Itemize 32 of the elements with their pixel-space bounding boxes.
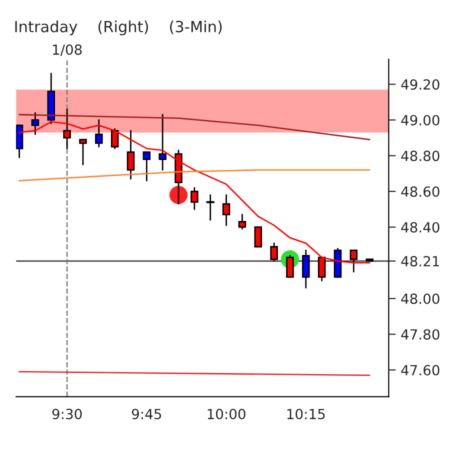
candlestick: [95, 119, 103, 148]
y-tick-label: 47.80: [401, 329, 440, 340]
candlestick: [110, 128, 119, 150]
candlestick: [79, 138, 87, 166]
x-tick-label: 10:00: [208, 408, 246, 420]
candlestick: [254, 226, 262, 248]
line-series: [18, 169, 370, 182]
candlestick: [286, 254, 294, 278]
y-tick-label: 48.80: [401, 150, 440, 162]
x-tick-label: 10:15: [287, 408, 325, 420]
x-tick-label: 9:30: [52, 408, 82, 420]
y-tick-label: 47.60: [401, 364, 440, 376]
candlestick: [270, 242, 278, 262]
candlestick: [238, 214, 246, 230]
candlestick: [158, 114, 166, 171]
y-tick-label: 49.00: [401, 114, 440, 126]
candlestick: [222, 194, 230, 226]
y-tick-label: 48.60: [401, 186, 440, 197]
y-tick-label: 48.00: [401, 293, 440, 304]
y-tick-label: 48.21: [401, 256, 439, 267]
x-tick-label: 9:45: [132, 408, 162, 420]
candlestick: [31, 112, 40, 135]
y-tick-label: 48.40: [401, 222, 440, 233]
candlestick: [206, 194, 215, 221]
candlestick: [142, 151, 151, 182]
candlestick: [302, 250, 310, 289]
text: 1/08: [52, 44, 82, 56]
y-tick-label: 49.20: [401, 79, 440, 90]
line-series: [18, 114, 370, 140]
candlestick: [190, 187, 198, 210]
chart-title: Intraday (Right) (3-Min): [15, 20, 222, 36]
candlestick: [126, 130, 135, 180]
